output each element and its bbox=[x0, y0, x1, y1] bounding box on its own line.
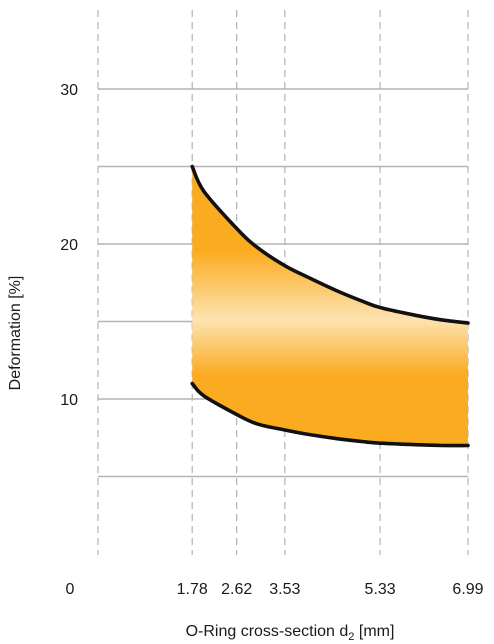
deformation-range-area bbox=[192, 166, 468, 446]
range-boundary-curves bbox=[190, 164, 470, 448]
x-tick-label-1.78: 1.78 bbox=[177, 581, 208, 598]
y-tick-label-20: 20 bbox=[60, 237, 78, 254]
upper-limit-line bbox=[190, 164, 470, 325]
lower-limit-line bbox=[190, 381, 470, 448]
y-tick-label-30: 30 bbox=[60, 82, 78, 99]
vertical-gridlines bbox=[97, 10, 469, 555]
x-tick-label-5.33: 5.33 bbox=[365, 581, 396, 598]
x-tick-label-0: 0 bbox=[66, 581, 75, 598]
y-tick-label-10: 10 bbox=[60, 392, 78, 409]
x-axis-label-suffix: [mm] bbox=[354, 623, 394, 640]
y-axis-label: Deformation [%] bbox=[7, 276, 24, 391]
x-tick-label-6.99: 6.99 bbox=[452, 581, 483, 598]
x-tick-labels: 0 1.78 2.62 3.53 5.33 6.99 bbox=[66, 581, 484, 598]
y-tick-labels: 10 20 30 bbox=[60, 82, 78, 409]
x-axis-label-main: O-Ring cross-section d bbox=[186, 623, 349, 640]
x-tick-label-3.53: 3.53 bbox=[269, 581, 300, 598]
x-axis-label: O-Ring cross-section d2 [mm] bbox=[186, 623, 395, 643]
x-tick-label-2.62: 2.62 bbox=[221, 581, 252, 598]
x-axis-label-subscript: 2 bbox=[348, 631, 354, 643]
